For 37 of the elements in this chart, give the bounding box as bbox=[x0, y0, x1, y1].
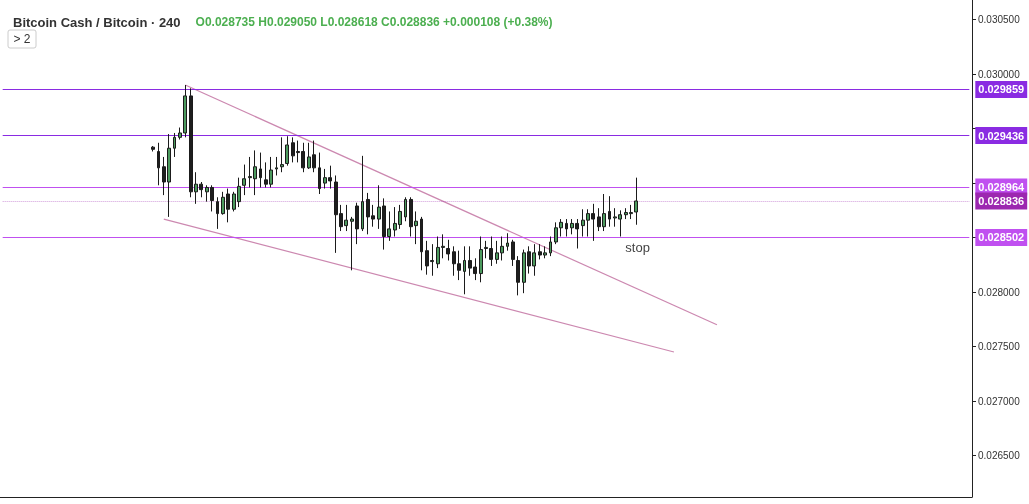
candlestick bbox=[275, 156, 278, 176]
ref-line-label: 0.028964 bbox=[978, 181, 1026, 194]
candlestick bbox=[157, 142, 160, 186]
ref-line-label: 0.029859 bbox=[978, 83, 1025, 96]
candlestick bbox=[479, 236, 483, 283]
candlestick bbox=[516, 255, 520, 296]
candlestick bbox=[565, 218, 568, 238]
y-tick-label: 0.030000 bbox=[978, 68, 1021, 80]
y-tick-label: 0.026500 bbox=[978, 450, 1021, 462]
candlestick bbox=[361, 155, 364, 232]
ref-line-label: 0.029436 bbox=[978, 129, 1025, 142]
candlestick bbox=[608, 195, 611, 228]
candlestick bbox=[151, 145, 155, 152]
annotation: > 2 bbox=[13, 32, 31, 46]
candlestick bbox=[216, 196, 219, 230]
y-tick-label: 0.030500 bbox=[978, 14, 1021, 26]
candlestick bbox=[506, 232, 509, 252]
candlestick bbox=[259, 152, 262, 188]
candlestick bbox=[549, 236, 552, 257]
annotation: stop bbox=[625, 240, 650, 256]
text: O0.028735 H0.029050 L0.028618 C0.028836 +0.000108 (+0.38%) bbox=[195, 15, 553, 29]
candlestick bbox=[280, 136, 284, 173]
y-tick-label: 0.027000 bbox=[978, 395, 1021, 407]
y-tick-label: 0.028000 bbox=[978, 286, 1021, 298]
y-tick-label: 0.027500 bbox=[978, 341, 1021, 353]
ref-line-label: 0.028836 bbox=[978, 194, 1025, 207]
candlestick bbox=[511, 239, 515, 267]
candlestick bbox=[404, 196, 407, 222]
candlestick bbox=[173, 132, 176, 158]
candlestick bbox=[242, 164, 246, 196]
text: Bitcoin Cash / Bitcoin · 240 bbox=[13, 14, 181, 30]
candlestick bbox=[285, 135, 289, 167]
candlestick bbox=[318, 152, 321, 195]
candlestick bbox=[463, 245, 466, 295]
ref-line-label: 0.028502 bbox=[978, 231, 1025, 244]
candlestick bbox=[446, 239, 450, 261]
candlestick bbox=[420, 216, 423, 271]
